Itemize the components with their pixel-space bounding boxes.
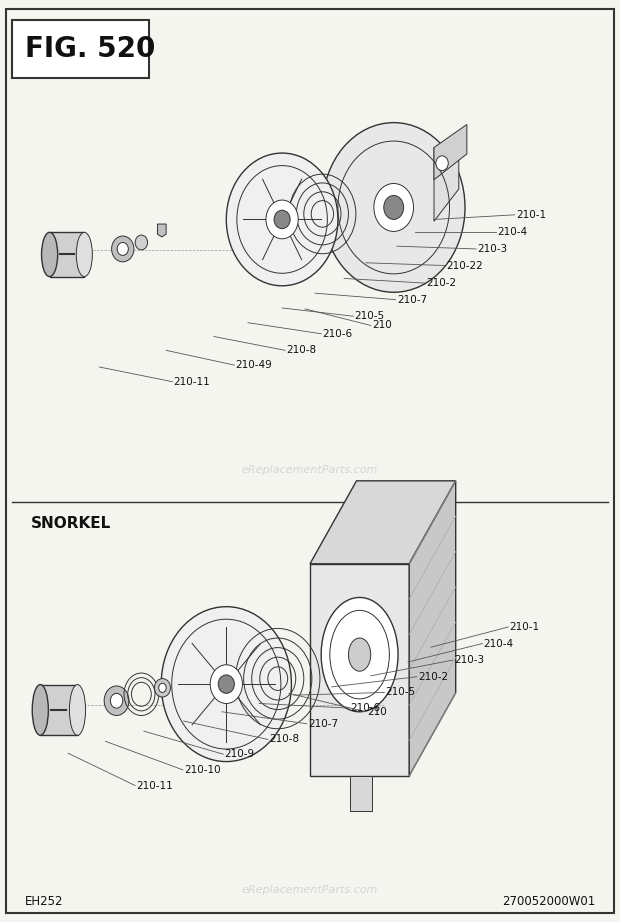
Text: 210-5: 210-5 bbox=[386, 688, 416, 697]
Polygon shape bbox=[50, 232, 84, 277]
Text: 210-8: 210-8 bbox=[286, 346, 317, 355]
Ellipse shape bbox=[110, 693, 123, 708]
Text: 210-11: 210-11 bbox=[136, 781, 173, 790]
Text: 210-8: 210-8 bbox=[269, 735, 299, 744]
Text: 210-2: 210-2 bbox=[426, 278, 456, 288]
Ellipse shape bbox=[436, 156, 448, 171]
Ellipse shape bbox=[112, 236, 134, 262]
Polygon shape bbox=[434, 124, 467, 180]
Ellipse shape bbox=[266, 200, 298, 239]
Ellipse shape bbox=[69, 684, 86, 736]
Text: eReplacementParts.com: eReplacementParts.com bbox=[242, 466, 378, 475]
Text: 270052000W01: 270052000W01 bbox=[502, 895, 595, 908]
Text: 210-3: 210-3 bbox=[454, 656, 484, 665]
Text: eReplacementParts.com: eReplacementParts.com bbox=[242, 885, 378, 894]
Ellipse shape bbox=[374, 183, 414, 231]
Ellipse shape bbox=[322, 123, 465, 292]
Ellipse shape bbox=[210, 665, 242, 703]
Text: 210-5: 210-5 bbox=[355, 312, 385, 321]
Text: FIG. 520: FIG. 520 bbox=[25, 35, 155, 63]
Text: 210-9: 210-9 bbox=[224, 750, 255, 759]
Ellipse shape bbox=[32, 684, 48, 736]
Text: 210-4: 210-4 bbox=[484, 639, 514, 648]
Polygon shape bbox=[157, 224, 166, 237]
Ellipse shape bbox=[218, 675, 234, 693]
FancyBboxPatch shape bbox=[12, 20, 149, 78]
Text: 210-6: 210-6 bbox=[350, 703, 381, 713]
Ellipse shape bbox=[226, 153, 338, 286]
Polygon shape bbox=[310, 564, 409, 776]
Ellipse shape bbox=[104, 686, 129, 715]
Ellipse shape bbox=[274, 210, 290, 229]
Text: 210-49: 210-49 bbox=[236, 361, 272, 370]
Polygon shape bbox=[310, 481, 456, 564]
Ellipse shape bbox=[154, 679, 170, 697]
Text: 210-7: 210-7 bbox=[397, 295, 427, 304]
Text: 210-22: 210-22 bbox=[446, 261, 483, 270]
Ellipse shape bbox=[76, 232, 92, 277]
Text: 210-3: 210-3 bbox=[477, 244, 508, 254]
Ellipse shape bbox=[42, 232, 58, 277]
Ellipse shape bbox=[348, 638, 371, 671]
Ellipse shape bbox=[321, 597, 398, 712]
Text: 210: 210 bbox=[372, 321, 392, 330]
Polygon shape bbox=[350, 776, 371, 811]
Ellipse shape bbox=[384, 195, 404, 219]
Text: 210-4: 210-4 bbox=[497, 228, 528, 237]
Ellipse shape bbox=[161, 607, 291, 762]
Text: 210-2: 210-2 bbox=[418, 672, 448, 681]
Text: EH252: EH252 bbox=[25, 895, 63, 908]
Text: 210-10: 210-10 bbox=[184, 765, 221, 774]
Text: SNORKEL: SNORKEL bbox=[31, 516, 111, 531]
Text: 210-6: 210-6 bbox=[322, 329, 353, 338]
Polygon shape bbox=[434, 148, 459, 221]
Polygon shape bbox=[40, 684, 78, 736]
Ellipse shape bbox=[135, 235, 148, 250]
Ellipse shape bbox=[159, 683, 166, 692]
Polygon shape bbox=[409, 481, 456, 776]
Text: 210-1: 210-1 bbox=[516, 210, 546, 219]
Text: 210-11: 210-11 bbox=[174, 377, 210, 386]
Ellipse shape bbox=[117, 242, 128, 255]
Text: 210: 210 bbox=[367, 707, 387, 716]
Text: 210-7: 210-7 bbox=[308, 719, 339, 728]
Text: 210-1: 210-1 bbox=[510, 622, 540, 632]
